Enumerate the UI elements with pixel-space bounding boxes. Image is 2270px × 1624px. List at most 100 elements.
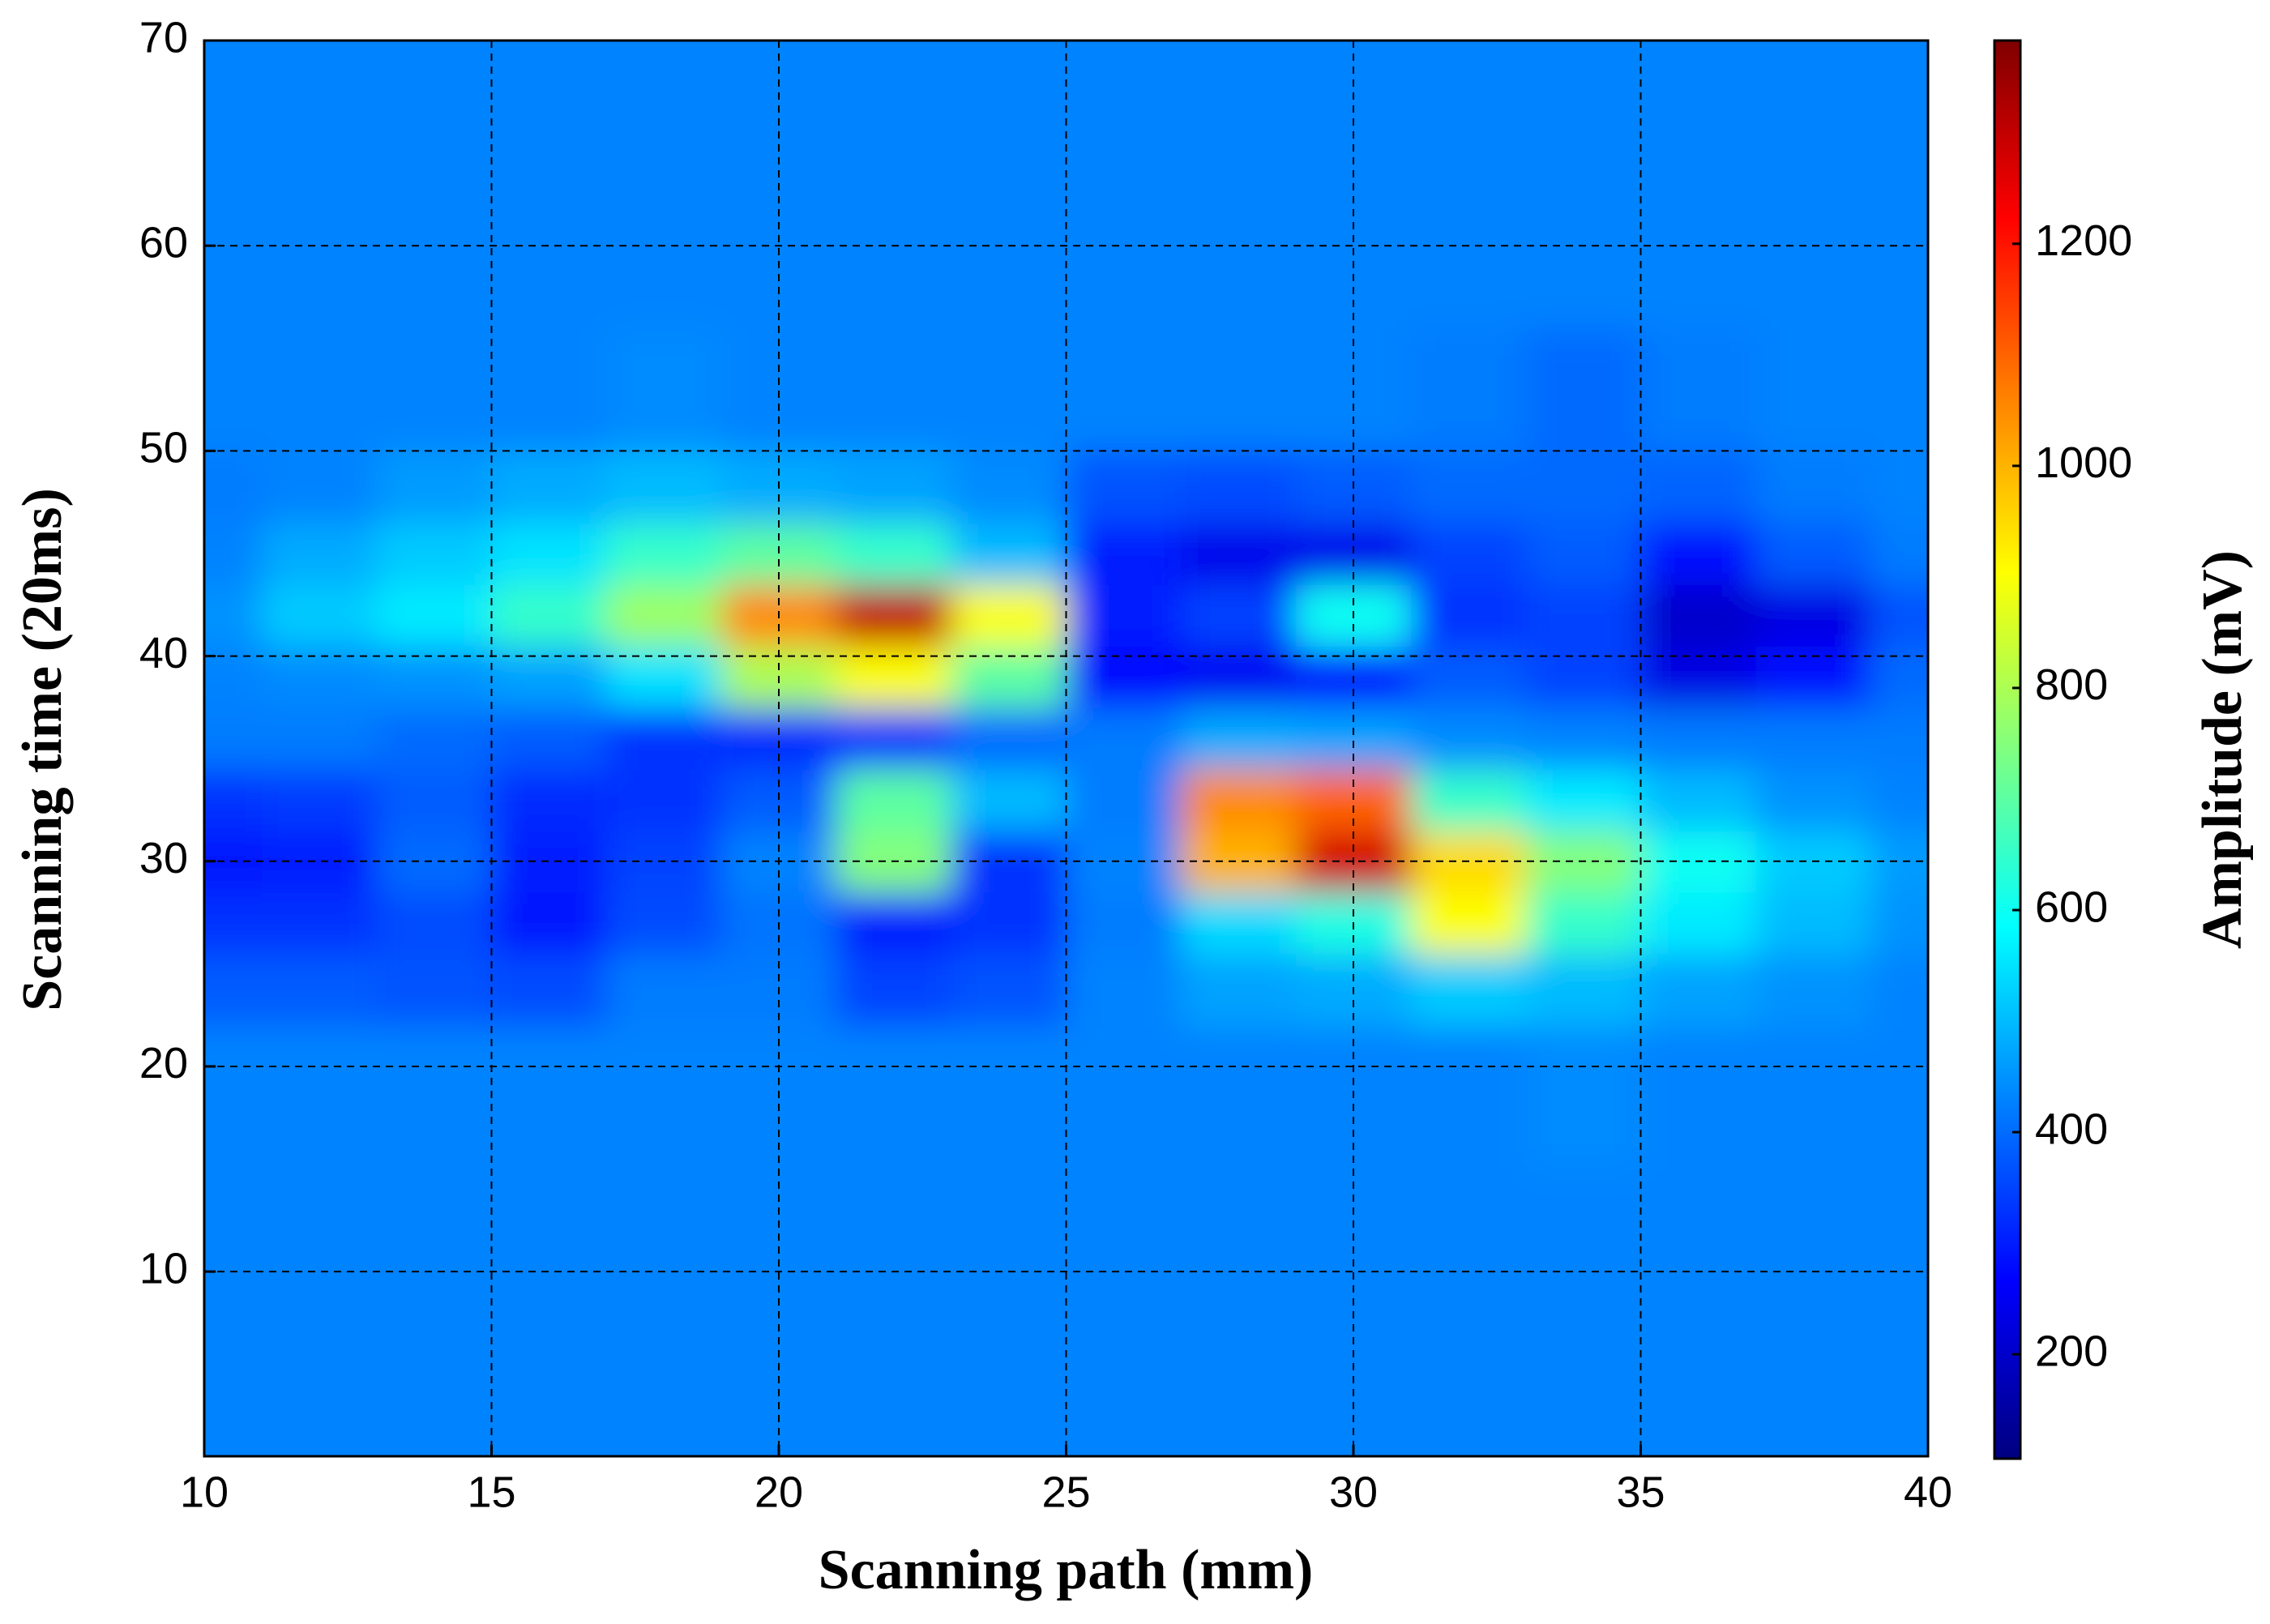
contour-cell	[261, 953, 378, 1027]
contour-cell	[1640, 1169, 1757, 1365]
contour-cell	[204, 1025, 263, 1170]
contour-cell	[491, 1364, 608, 1456]
contour-cell	[1755, 451, 1872, 524]
contour-cell	[376, 645, 493, 708]
contour-cell	[1410, 1025, 1527, 1170]
contour-cell	[1181, 1025, 1297, 1170]
contour-cell	[836, 707, 952, 770]
contour-cell	[1181, 953, 1297, 1027]
contour-cell	[491, 891, 608, 955]
contour-cell	[606, 522, 723, 585]
contour-cell	[836, 41, 952, 144]
contour-cell	[1525, 583, 1642, 647]
colorbar	[1993, 39, 2022, 1460]
x-tick-label: 25	[1041, 1468, 1090, 1516]
contour-cell	[491, 953, 608, 1027]
contour-cell	[1755, 1169, 1872, 1365]
contour-cell	[1066, 830, 1182, 893]
contour-cell	[376, 143, 493, 329]
contour-cell	[1410, 41, 1527, 144]
contour-cell	[1066, 707, 1182, 770]
contour-cell	[1410, 891, 1527, 955]
contour-cell	[1525, 953, 1642, 1027]
contour-cell	[204, 143, 263, 329]
contour-cell	[1755, 327, 1872, 452]
contour-cell	[1181, 522, 1297, 585]
contour-cell	[261, 1169, 378, 1365]
contour-cell	[261, 707, 378, 770]
contour-cell	[1525, 1364, 1642, 1456]
contour-cell	[1181, 768, 1297, 831]
contour-cell	[1870, 451, 1928, 524]
contour-cell	[836, 1364, 952, 1456]
y-tick-label: 20	[139, 1039, 188, 1088]
contour-cell	[1066, 1364, 1182, 1456]
y-tick-label: 50	[139, 424, 188, 472]
contour-cell	[261, 891, 378, 955]
x-tick-label: 40	[1904, 1468, 1952, 1516]
contour-cell	[1640, 451, 1757, 524]
contour-cell	[1755, 645, 1872, 708]
contour-cell	[1181, 143, 1297, 329]
contour-cell	[261, 830, 378, 893]
contour-cell	[1410, 645, 1527, 708]
contour-cell	[1525, 522, 1642, 585]
contour-cell	[1525, 891, 1642, 955]
contour-cell	[1870, 143, 1928, 329]
x-tick-label: 30	[1329, 1468, 1378, 1516]
y-tick-label: 40	[139, 629, 188, 677]
contour-cell	[1410, 583, 1527, 647]
contour-cell	[1410, 327, 1527, 452]
contour-cell	[204, 891, 263, 955]
contour-cell	[1066, 645, 1182, 708]
contour-cell	[261, 583, 378, 647]
contour-cell	[1525, 707, 1642, 770]
contour-cell	[1640, 143, 1757, 329]
contour-cell	[376, 707, 493, 770]
contour-cell	[1755, 707, 1872, 770]
contour-cell	[1181, 1364, 1297, 1456]
contour-cell	[1640, 41, 1757, 144]
contour-cell	[1525, 1169, 1642, 1365]
contour-cell	[204, 522, 263, 585]
contour-cell	[1181, 891, 1297, 955]
x-tick-label: 35	[1616, 1468, 1665, 1516]
contour-cell	[1525, 41, 1642, 144]
contour-cell	[1870, 1169, 1928, 1365]
contour-cell	[491, 583, 608, 647]
contour-cell	[1870, 1025, 1928, 1170]
contour-cell	[204, 327, 263, 452]
contour-cell	[836, 891, 952, 955]
contour-cell	[376, 768, 493, 831]
colorbar-tick-label: 200	[2035, 1327, 2108, 1375]
contour-cell	[1755, 41, 1872, 144]
contour-cell	[951, 891, 1067, 955]
contour-cell	[951, 143, 1067, 329]
contour-cell	[1640, 768, 1757, 831]
contour-cell	[836, 522, 952, 585]
contour-cell	[1755, 1364, 1872, 1456]
contour-cell	[491, 327, 608, 452]
contour-cell	[1181, 707, 1297, 770]
contour-cell	[1755, 891, 1872, 955]
contour-cell	[951, 1025, 1067, 1170]
contour-cell	[376, 1169, 493, 1365]
contour-cell	[951, 327, 1067, 452]
y-tick-label: 10	[139, 1244, 188, 1293]
contour-cell	[1755, 583, 1872, 647]
contour-cell	[261, 1025, 378, 1170]
contour-cell	[204, 451, 263, 524]
contour-cell	[376, 451, 493, 524]
contour-cell	[376, 830, 493, 893]
contour-cell	[261, 768, 378, 831]
contour-cell	[1870, 768, 1928, 831]
colorbar-tick-label: 1200	[2035, 216, 2132, 265]
contour-cell	[491, 645, 608, 708]
contour-cell	[1066, 451, 1182, 524]
contour-field	[204, 41, 1928, 1456]
contour-cell	[1640, 953, 1757, 1027]
contour-cell	[951, 451, 1067, 524]
contour-cell	[1181, 830, 1297, 893]
contour-cell	[491, 768, 608, 831]
